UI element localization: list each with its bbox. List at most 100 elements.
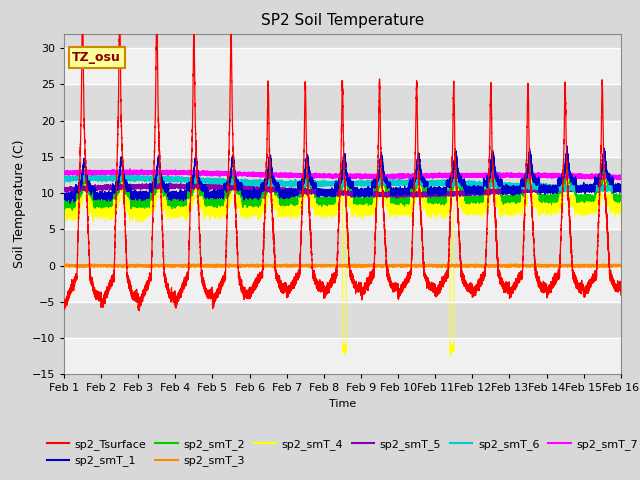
- sp2_smT_3: [415, 263, 423, 268]
- sp2_smT_4: [544, 205, 552, 211]
- sp2_smT_4: [60, 208, 68, 214]
- sp2_smT_5: [393, 195, 401, 201]
- sp2_smT_4: [609, 202, 617, 207]
- sp2_Tsurface: [135, 308, 143, 313]
- Bar: [64, 229, 621, 265]
- sp2_smT_6: [609, 184, 617, 190]
- sp2_smT_3: [559, 263, 567, 268]
- sp2_smT_7: [617, 176, 625, 181]
- sp2_smT_5: [197, 180, 205, 186]
- sp2_smT_1: [559, 174, 567, 180]
- sp2_smT_2: [415, 172, 423, 178]
- Bar: [64, 193, 621, 229]
- sp2_smT_4: [616, 199, 623, 205]
- sp2_smT_6: [617, 186, 625, 192]
- sp2_smT_6: [616, 185, 623, 191]
- Line: sp2_Tsurface: sp2_Tsurface: [64, 8, 621, 311]
- Bar: [64, 120, 621, 157]
- sp2_smT_6: [127, 171, 135, 177]
- sp2_smT_3: [608, 264, 616, 270]
- sp2_smT_6: [415, 180, 423, 186]
- sp2_smT_3: [616, 263, 623, 269]
- sp2_smT_3: [617, 263, 625, 268]
- sp2_smT_3: [310, 263, 318, 268]
- Line: sp2_smT_5: sp2_smT_5: [64, 183, 621, 198]
- sp2_smT_4: [559, 190, 567, 195]
- sp2_Tsurface: [609, 279, 617, 285]
- sp2_smT_2: [609, 189, 617, 195]
- sp2_smT_1: [563, 143, 571, 149]
- sp2_smT_7: [614, 177, 622, 182]
- sp2_smT_2: [544, 197, 552, 203]
- sp2_Tsurface: [559, 166, 567, 171]
- sp2_smT_5: [60, 186, 68, 192]
- sp2_smT_3: [544, 264, 552, 269]
- Bar: [64, 338, 621, 374]
- sp2_smT_4: [447, 353, 455, 359]
- sp2_smT_4: [415, 176, 423, 182]
- sp2_smT_5: [544, 187, 552, 192]
- sp2_smT_1: [415, 156, 423, 162]
- Bar: [64, 302, 621, 338]
- Legend: sp2_Tsurface, sp2_smT_1, sp2_smT_2, sp2_smT_3, sp2_smT_4, sp2_smT_5, sp2_smT_6, : sp2_Tsurface, sp2_smT_1, sp2_smT_2, sp2_…: [43, 434, 640, 471]
- sp2_smT_7: [126, 167, 134, 172]
- Bar: [64, 84, 621, 120]
- sp2_smT_2: [68, 207, 76, 213]
- sp2_smT_5: [310, 188, 318, 193]
- sp2_smT_2: [616, 194, 623, 200]
- sp2_smT_2: [559, 180, 567, 186]
- sp2_smT_2: [617, 196, 625, 202]
- Line: sp2_smT_4: sp2_smT_4: [64, 172, 621, 356]
- sp2_smT_1: [616, 187, 623, 193]
- sp2_smT_3: [609, 263, 617, 269]
- Line: sp2_smT_6: sp2_smT_6: [64, 174, 621, 192]
- sp2_Tsurface: [617, 292, 625, 298]
- sp2_smT_2: [60, 204, 68, 210]
- Line: sp2_smT_7: sp2_smT_7: [64, 169, 621, 180]
- sp2_smT_1: [609, 179, 617, 185]
- sp2_smT_1: [66, 200, 74, 206]
- sp2_smT_5: [617, 184, 625, 190]
- sp2_smT_4: [452, 169, 460, 175]
- sp2_smT_7: [60, 170, 68, 176]
- sp2_smT_7: [544, 173, 552, 179]
- Line: sp2_smT_3: sp2_smT_3: [64, 264, 621, 267]
- Bar: [64, 157, 621, 193]
- sp2_smT_7: [616, 173, 623, 179]
- sp2_smT_5: [559, 187, 567, 193]
- sp2_smT_6: [60, 173, 68, 179]
- sp2_Tsurface: [310, 276, 318, 282]
- sp2_smT_4: [310, 204, 318, 210]
- sp2_smT_2: [310, 190, 318, 195]
- Text: TZ_osu: TZ_osu: [72, 51, 121, 64]
- sp2_Tsurface: [60, 302, 68, 308]
- sp2_smT_4: [617, 204, 625, 209]
- sp2_smT_7: [310, 173, 318, 179]
- Bar: [64, 265, 621, 302]
- sp2_smT_6: [562, 189, 570, 194]
- Title: SP2 Soil Temperature: SP2 Soil Temperature: [260, 13, 424, 28]
- X-axis label: Time: Time: [329, 399, 356, 409]
- sp2_smT_5: [415, 190, 423, 196]
- sp2_smT_6: [544, 183, 552, 189]
- sp2_smT_5: [609, 183, 617, 189]
- sp2_smT_1: [310, 184, 318, 190]
- sp2_Tsurface: [415, 184, 423, 190]
- sp2_Tsurface: [544, 288, 552, 293]
- sp2_Tsurface: [79, 5, 86, 11]
- sp2_smT_1: [544, 187, 552, 192]
- sp2_smT_1: [617, 186, 625, 192]
- sp2_Tsurface: [616, 278, 623, 284]
- Line: sp2_smT_2: sp2_smT_2: [64, 165, 621, 210]
- sp2_smT_3: [60, 263, 68, 268]
- sp2_smT_6: [310, 179, 318, 185]
- Line: sp2_smT_1: sp2_smT_1: [64, 146, 621, 203]
- sp2_smT_6: [559, 185, 567, 191]
- sp2_smT_1: [60, 194, 68, 200]
- sp2_smT_3: [350, 262, 358, 267]
- sp2_smT_5: [616, 186, 623, 192]
- sp2_smT_2: [564, 162, 572, 168]
- sp2_smT_7: [559, 174, 567, 180]
- Y-axis label: Soil Temperature (C): Soil Temperature (C): [13, 140, 26, 268]
- sp2_smT_7: [609, 175, 617, 181]
